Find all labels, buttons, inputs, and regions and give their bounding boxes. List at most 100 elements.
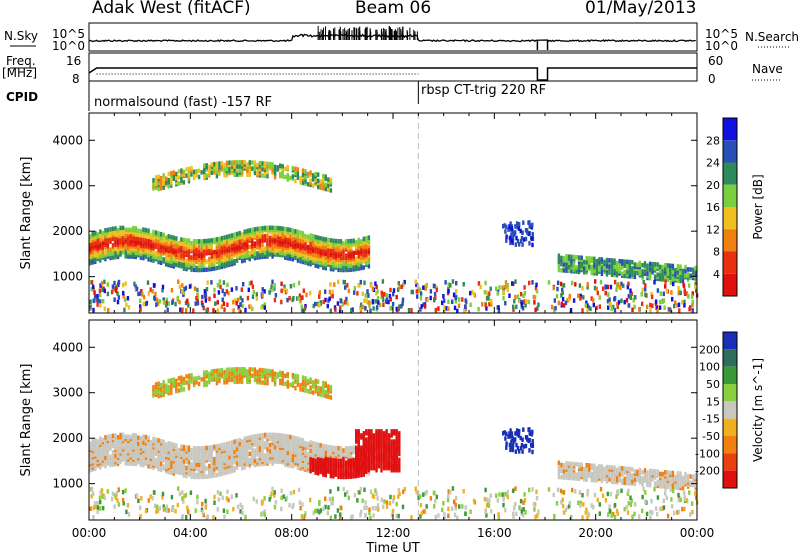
- velocity-cell: [271, 453, 274, 458]
- power-cell: [691, 302, 694, 308]
- power-cell: [518, 298, 521, 304]
- power-cell: [111, 236, 115, 242]
- power-cell: [261, 287, 264, 292]
- power-cell: [91, 231, 94, 237]
- velocity-cell: [190, 373, 193, 378]
- power-cell: [165, 176, 168, 181]
- power-cell: [571, 280, 574, 286]
- velocity-cell: [154, 382, 158, 387]
- velocity-cell: [268, 368, 272, 374]
- power-cell: [92, 298, 95, 304]
- power-cell: [309, 170, 312, 175]
- power-cell: [360, 249, 363, 254]
- power-cell: [385, 293, 389, 298]
- velocity-cell: [200, 377, 203, 382]
- power-cell: [562, 303, 566, 308]
- velocity-cell: [355, 468, 358, 473]
- power-cell: [232, 308, 235, 313]
- velocity-cell: [309, 466, 312, 472]
- power-cell: [127, 239, 130, 245]
- power-cell: [263, 225, 267, 231]
- power-cell: [650, 294, 654, 300]
- velocity-cell: [104, 439, 107, 444]
- velocity-cell: [246, 435, 249, 441]
- power-cell: [266, 161, 269, 167]
- power-cell: [329, 308, 332, 314]
- power-cell: [644, 283, 647, 288]
- power-cell: [280, 281, 283, 287]
- power-cell: [684, 291, 687, 296]
- power-cell: [422, 302, 425, 307]
- velocity-cell: [286, 444, 289, 449]
- power-cell: [324, 174, 327, 179]
- velocity-cell: [235, 371, 239, 376]
- power-cell: [106, 250, 110, 255]
- power-cell: [512, 307, 515, 312]
- power-cell: [511, 228, 514, 234]
- velocity-cell: [94, 437, 97, 443]
- power-cell: [106, 282, 109, 287]
- power-cell: [212, 308, 215, 313]
- power-cell: [614, 279, 617, 285]
- velocity-cell: [294, 373, 297, 379]
- power-cell: [510, 226, 514, 231]
- power-cell: [593, 262, 596, 268]
- power-cell: [615, 301, 619, 307]
- velocity-cell: [215, 372, 219, 378]
- power-cell: [443, 298, 446, 304]
- power-cell: [116, 291, 119, 296]
- power-cell: [103, 279, 106, 285]
- velocity-cell: [311, 390, 315, 395]
- power-cell: [379, 302, 382, 308]
- velocity-cell: [286, 380, 289, 385]
- power-cell: [410, 308, 413, 313]
- power-cell: [488, 291, 491, 296]
- power-cell: [627, 303, 631, 308]
- power-cell: [152, 250, 155, 255]
- power-cell: [556, 286, 559, 292]
- power-cell: [642, 279, 645, 285]
- power-cell: [235, 160, 239, 165]
- power-cell: [352, 250, 355, 256]
- power-cell: [326, 303, 329, 309]
- velocity-cell: [129, 440, 132, 446]
- velocity-cell: [197, 468, 201, 474]
- power-cell: [490, 299, 493, 304]
- power-cell: [385, 297, 389, 302]
- velocity-cell: [387, 441, 391, 446]
- power-cell: [342, 255, 345, 260]
- velocity-cell: [372, 433, 376, 438]
- power-cell: [656, 262, 659, 267]
- velocity-cell: [375, 429, 378, 434]
- power-cell: [429, 295, 432, 301]
- power-cell: [515, 221, 519, 226]
- power-cell: [163, 300, 166, 305]
- velocity-cell: [152, 436, 155, 442]
- velocity-cell: [195, 454, 198, 459]
- power-cell: [266, 239, 269, 245]
- power-cell: [195, 173, 198, 178]
- power-cell: [362, 248, 365, 254]
- power-cell: [513, 299, 516, 304]
- velocity-cell: [385, 429, 388, 434]
- power-cell: [187, 166, 191, 172]
- power-cell: [464, 298, 467, 303]
- velocity-cell: [380, 468, 383, 473]
- power-cell: [314, 253, 317, 258]
- power-cell: [216, 308, 219, 313]
- velocity-cell: [377, 429, 381, 434]
- power-cell: [583, 270, 586, 275]
- velocity-cell: [339, 446, 343, 451]
- velocity-cell: [203, 376, 206, 382]
- velocity-cell: [124, 457, 127, 462]
- velocity-cell: [241, 367, 244, 372]
- power-cell: [568, 296, 571, 302]
- power-cell: [284, 166, 287, 171]
- power-cell: [659, 264, 662, 270]
- power-cell: [225, 160, 229, 166]
- cpid-label: CPID: [6, 90, 39, 104]
- power-cell: [180, 168, 183, 173]
- power-cell: [225, 240, 229, 246]
- velocity-cell: [114, 433, 117, 438]
- power-cell: [636, 270, 639, 276]
